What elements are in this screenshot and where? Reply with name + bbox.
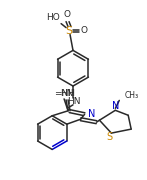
Text: HN: HN [60, 89, 74, 98]
Text: N: N [112, 101, 119, 111]
Text: S: S [106, 132, 112, 142]
Text: =NH: =NH [54, 89, 75, 98]
Text: N: N [88, 109, 95, 119]
Text: O: O [80, 26, 87, 35]
Text: HN: HN [67, 97, 81, 106]
Text: S: S [65, 26, 73, 36]
Text: HO: HO [46, 13, 60, 22]
Text: CH₃: CH₃ [124, 91, 138, 100]
Text: O: O [64, 10, 71, 19]
